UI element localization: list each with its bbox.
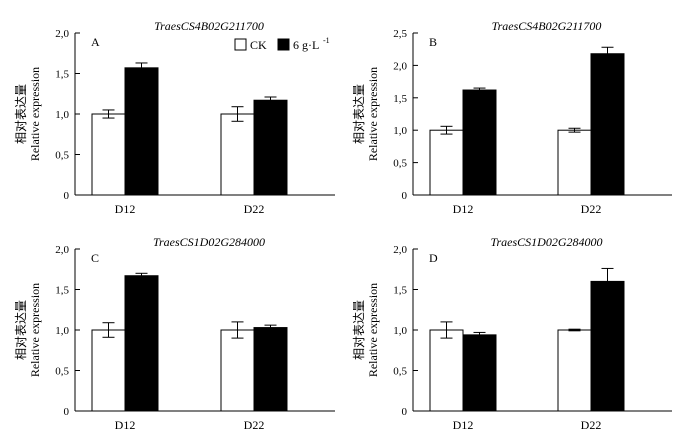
legend-label-ck: CK [250,38,267,52]
y-tick-label: 0,5 [55,366,69,378]
chart-panel-b: 0 0,5 1,0 1,5 2,0 2,5 D12 D22 B TraesCS4B02G21170… [352,19,672,216]
y-axis-label-english: Relative expression [366,283,380,377]
y-tick-label: 2,0 [55,244,69,256]
y-axis-label-chinese: 相对表达量 [352,84,366,144]
legend: CK 6 g·L -1 [234,36,330,52]
bar-treated-d12 [124,275,159,412]
panel-label: D [429,251,438,265]
bar-treated-d22 [590,53,625,196]
bar-ck-d22 [557,129,592,196]
bar-treated-d12 [462,89,497,196]
panel-label: B [429,35,437,49]
y-axis-label-english: Relative expression [366,67,380,161]
y-tick-label: 1,5 [393,285,407,297]
legend-label-treated: 6 g·L [293,38,319,52]
y-tick-label: 0,5 [393,158,407,170]
bar-ck-d22 [220,329,255,412]
y-tick-label: 0 [64,406,70,418]
y-tick-label: 2,0 [55,28,69,40]
legend-swatch-treated [277,38,290,51]
chart-panel-d: 0 0,5 1,0 1,5 2,0 D12 D22 D TraesCS1D02G284000 相对… [352,235,672,432]
bar-treated-d22 [253,327,288,412]
y-axis-label-english: Relative expression [28,283,42,377]
chart-panel-c: 0 0,5 1,0 1,5 2,0 D12 D22 C TraesCS1D02G284000 相对… [14,235,335,432]
bar-ck-d12 [91,329,126,412]
panel-label: C [91,251,99,265]
chart-title: TraesCS4B02G211700 [154,19,264,33]
y-tick-label: 1,0 [55,109,69,121]
y-tick-label: 1,5 [393,93,407,105]
panel-label: A [91,35,100,49]
y-tick-label: 0 [64,190,70,202]
x-tick-label: D22 [244,202,265,216]
chart-title: TraesCS1D02G284000 [153,235,265,249]
y-tick-label: 0,5 [55,150,69,162]
chart-title: TraesCS1D02G284000 [490,235,602,249]
bar-treated-d22 [590,280,625,412]
y-tick-label: 0 [402,406,408,418]
legend-label-superscript: -1 [323,36,330,45]
x-tick-label: D22 [244,418,265,432]
y-tick-label: 2,0 [393,244,407,256]
y-tick-label: 2,0 [393,60,407,72]
y-tick-label: 0,5 [393,366,407,378]
legend-swatch-ck [234,38,247,51]
y-axis-label-chinese: 相对表达量 [352,300,366,360]
y-tick-label: 1,5 [55,285,69,297]
bar-ck-d22 [557,329,592,412]
x-tick-label: D12 [453,202,474,216]
y-axis-label-chinese: 相对表达量 [14,84,28,144]
x-tick-label: D12 [115,202,136,216]
chart-panel-a: 0 0,5 1,0 1,5 2,0 D12 D22 A TraesCS4B02G211700 相对… [14,19,335,216]
bar-treated-d22 [253,99,288,196]
bar-ck-d12 [429,129,464,196]
y-tick-label: 1,5 [55,69,69,81]
y-tick-label: 1,0 [55,325,69,337]
chart-title: TraesCS4B02G211700 [492,19,602,33]
y-axis-label-chinese: 相对表达量 [14,300,28,360]
bar-ck-d12 [429,329,464,412]
y-tick-label: 2,5 [393,28,407,40]
y-tick-label: 1,0 [393,125,407,137]
bar-treated-d12 [124,67,159,196]
bar-ck-d22 [220,113,255,196]
bar-ck-d12 [91,113,126,196]
y-axis-label-english: Relative expression [28,67,42,161]
x-tick-label: D22 [581,418,602,432]
y-tick-label: 1,0 [393,325,407,337]
x-tick-label: D12 [453,418,474,432]
x-tick-label: D12 [115,418,136,432]
x-tick-label: D22 [581,202,602,216]
y-tick-label: 0 [402,190,408,202]
bar-treated-d12 [462,334,497,412]
